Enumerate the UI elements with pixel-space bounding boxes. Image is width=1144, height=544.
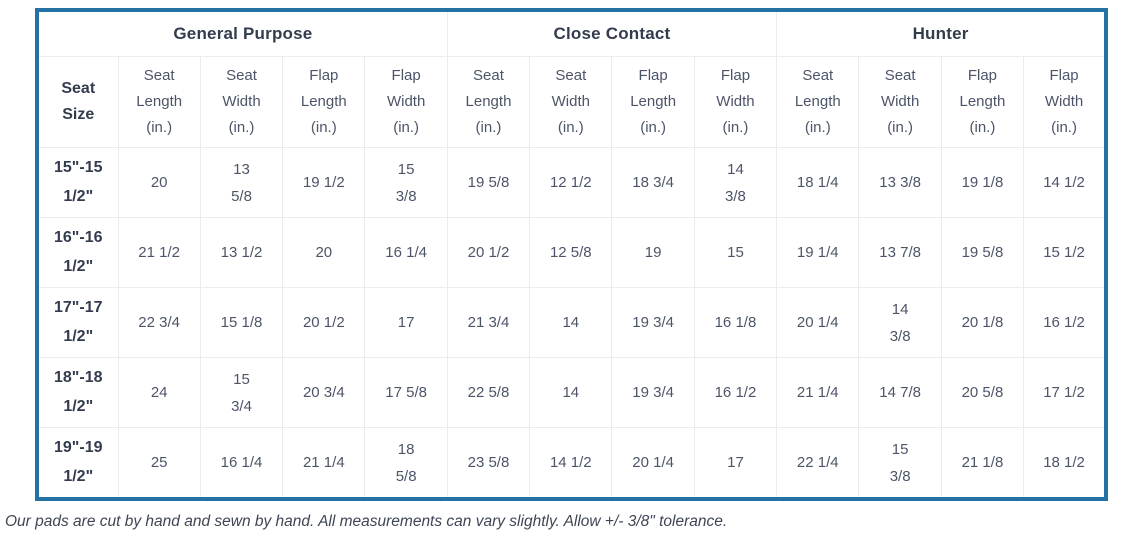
measurement-cell: 19 1/4 [776,217,860,288]
measurement-cell: 18 1/4 [776,147,860,218]
size-chart-body: 15"-15 1/2" 20 13 5/8 19 1/2 15 3/8 19 5/8 12 … [36,147,1107,500]
measurement-cell: 13 7/8 [858,217,942,288]
seat-size-cell: 19"-19 1/2" [36,427,119,500]
table-row: 15"-15 1/2" 20 13 5/8 19 1/2 15 3/8 19 5/8 12 … [36,147,1107,218]
measurement-cell: 17 1/2 [1023,357,1107,428]
measurement-cell: 21 1/2 [117,217,201,288]
measurement-cell: 19 5/8 [940,217,1025,288]
table-row: 19"-19 1/2" 25 16 1/4 21 1/4 18 5/8 23 5/8 14 … [36,427,1107,500]
measurement-cell: 14 3/8 [858,287,942,358]
column-header: Flap Width (in.) [364,56,448,148]
measurement-cell: 20 3/4 [282,357,366,428]
measurement-cell: 22 3/4 [117,287,201,358]
measurement-cell: 13 5/8 [199,147,284,218]
measurement-cell: 14 3/8 [693,147,778,218]
column-header-row: Seat Size Seat Length (in.) Seat Width (… [36,56,1107,148]
measurement-cell: 19 3/4 [611,357,695,428]
measurement-cell: 19 [611,217,695,288]
measurement-cell: 19 3/4 [611,287,695,358]
measurement-cell: 15 3/8 [364,147,448,218]
saddle-size-chart-table: General Purpose Close Contact Hunter Sea… [35,8,1108,501]
measurement-cell: 17 [693,427,778,500]
measurement-cell: 20 1/8 [940,287,1025,358]
measurement-cell: 21 3/4 [446,287,531,358]
measurement-cell: 15 1/2 [1023,217,1107,288]
measurement-cell: 16 1/4 [199,427,284,500]
table-row: 17"-17 1/2" 22 3/4 15 1/8 20 1/2 17 21 3/4 14 1… [36,287,1107,358]
measurement-cell: 18 1/2 [1023,427,1107,500]
measurement-cell: 12 1/2 [529,147,613,218]
measurement-cell: 19 1/2 [282,147,366,218]
measurement-cell: 14 [529,357,613,428]
measurement-cell: 21 1/8 [940,427,1025,500]
column-header: Flap Length (in.) [611,56,695,148]
measurement-cell: 25 [117,427,201,500]
saddle-size-chart-container: General Purpose Close Contact Hunter Sea… [35,8,1108,501]
measurement-cell: 20 1/2 [282,287,366,358]
measurement-cell: 20 1/2 [446,217,531,288]
measurement-cell: 19 5/8 [446,147,531,218]
seat-size-cell: 15"-15 1/2" [36,147,119,218]
measurement-cell: 20 [282,217,366,288]
measurement-cell: 18 3/4 [611,147,695,218]
seat-size-column-header: Seat Size [36,56,119,148]
table-row: 16"-16 1/2" 21 1/2 13 1/2 20 16 1/4 20 1/2 12 … [36,217,1107,288]
measurement-cell: 15 1/8 [199,287,284,358]
measurement-cell: 12 5/8 [529,217,613,288]
group-header-hunter: Hunter [776,9,1107,57]
measurement-cell: 22 5/8 [446,357,531,428]
measurement-cell: 20 1/4 [611,427,695,500]
measurement-cell: 20 5/8 [940,357,1025,428]
measurement-cell: 14 1/2 [529,427,613,500]
table-row: 18"-18 1/2" 24 15 3/4 20 3/4 17 5/8 22 5/8 14 1… [36,357,1107,428]
measurement-cell: 20 1/4 [776,287,860,358]
seat-size-cell: 17"-17 1/2" [36,287,119,358]
tolerance-note: Our pads are cut by hand and sewn by han… [5,513,728,530]
measurement-cell: 18 5/8 [364,427,448,500]
measurement-cell: 23 5/8 [446,427,531,500]
measurement-cell: 16 1/4 [364,217,448,288]
measurement-cell: 13 3/8 [858,147,942,218]
group-header-close-contact: Close Contact [446,9,778,57]
measurement-cell: 15 3/4 [199,357,284,428]
measurement-cell: 15 [693,217,778,288]
seat-size-cell: 18"-18 1/2" [36,357,119,428]
column-header: Flap Length (in.) [282,56,366,148]
measurement-cell: 20 [117,147,201,218]
column-header: Seat Width (in.) [858,56,942,148]
measurement-cell: 15 3/8 [858,427,942,500]
measurement-cell: 24 [117,357,201,428]
group-header-row: General Purpose Close Contact Hunter [36,9,1107,57]
column-header: Seat Length (in.) [446,56,531,148]
column-header: Seat Width (in.) [529,56,613,148]
measurement-cell: 16 1/2 [693,357,778,428]
seat-size-cell: 16"-16 1/2" [36,217,119,288]
measurement-cell: 16 1/8 [693,287,778,358]
column-header: Seat Width (in.) [199,56,284,148]
measurement-cell: 13 1/2 [199,217,284,288]
measurement-cell: 16 1/2 [1023,287,1107,358]
measurement-cell: 22 1/4 [776,427,860,500]
measurement-cell: 21 1/4 [776,357,860,428]
measurement-cell: 17 [364,287,448,358]
measurement-cell: 21 1/4 [282,427,366,500]
measurement-cell: 14 [529,287,613,358]
column-header: Flap Length (in.) [940,56,1025,148]
column-header: Seat Length (in.) [117,56,201,148]
measurement-cell: 14 7/8 [858,357,942,428]
measurement-cell: 17 5/8 [364,357,448,428]
group-header-general-purpose: General Purpose [36,9,448,57]
column-header: Flap Width (in.) [693,56,778,148]
column-header: Flap Width (in.) [1023,56,1107,148]
measurement-cell: 19 1/8 [940,147,1025,218]
column-header: Seat Length (in.) [776,56,860,148]
measurement-cell: 14 1/2 [1023,147,1107,218]
